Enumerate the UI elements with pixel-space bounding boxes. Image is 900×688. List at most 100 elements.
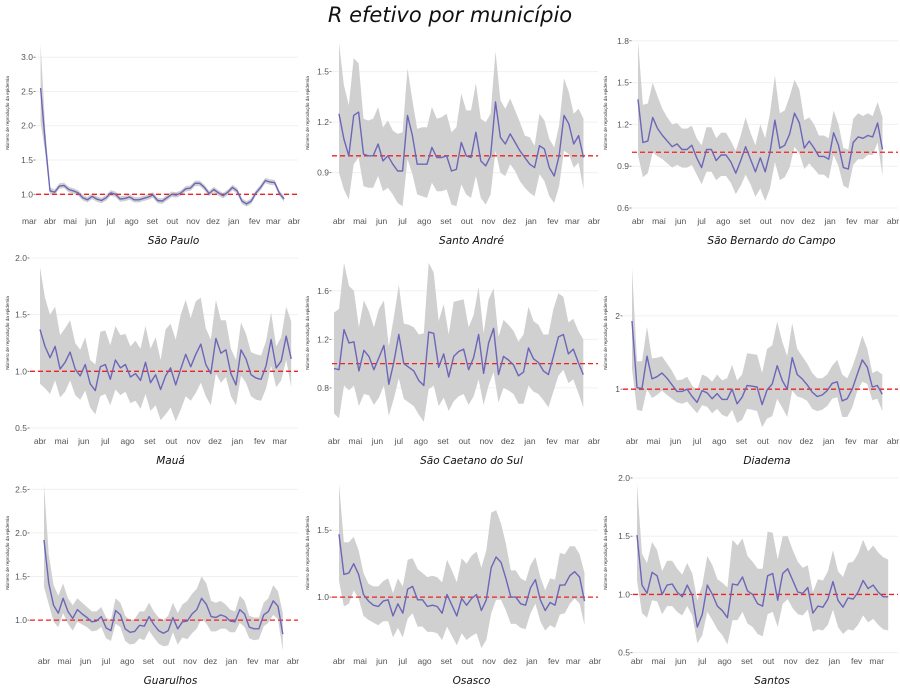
panel-title: Mauá — [156, 455, 185, 467]
y-tick-label: 1.2 — [617, 119, 629, 129]
r-series-line — [39, 87, 285, 205]
x-tick-label: out — [760, 216, 772, 226]
x-tick-label: jan — [231, 436, 244, 446]
y-tick-label: 2 — [615, 311, 620, 321]
x-tick-label: abr — [34, 436, 46, 446]
x-tick-label: dez — [206, 216, 220, 226]
x-tick-label: out — [757, 436, 769, 446]
panel-mauá: 0.5 1.0 1.5 2.0 Número de reprodução da epid… — [5, 253, 298, 467]
x-tick-label: mar — [566, 656, 581, 666]
confidence-band — [40, 43, 284, 207]
y-tick-label: 1.5 — [617, 78, 629, 88]
x-tick-label: dez — [501, 436, 515, 446]
y-tick-label: 1.0 — [618, 589, 630, 599]
y-tick-label: 1.0 — [21, 189, 33, 199]
r-series-line — [636, 535, 889, 628]
x-tick-label: ago — [417, 216, 431, 226]
confidence-band — [339, 483, 585, 648]
x-tick-label: jul — [692, 436, 702, 446]
x-tick-label: jun — [375, 216, 388, 226]
x-tick-label: fev — [547, 216, 559, 226]
x-tick-label: jan — [524, 216, 537, 226]
y-tick-label: 2.5 — [21, 86, 33, 96]
x-tick-label: mar — [266, 216, 281, 226]
panel-title: Santo André — [439, 235, 504, 247]
y-tick-label: 0.5 — [15, 423, 27, 433]
x-tick-label: mar — [864, 436, 879, 446]
confidence-band — [44, 485, 283, 651]
x-tick-label: nov — [778, 436, 792, 446]
y-tick-label: 2.0 — [15, 528, 27, 538]
x-tick-label: abr — [632, 216, 644, 226]
panel-são-bernardo-do-campo: 0.6 0.9 1.2 1.5 1.8 Número de reprodução da e… — [603, 36, 899, 247]
confidence-band — [632, 268, 883, 428]
y-tick-label: 1.0 — [317, 592, 329, 602]
x-tick-label: jan — [525, 656, 538, 666]
panel-são-paulo: 1.0 1.5 2.0 2.5 3.0 Número de reprodução da e… — [5, 43, 300, 247]
x-tick-label: jun — [375, 656, 388, 666]
x-tick-label: mar — [22, 216, 37, 226]
x-tick-label: fev — [845, 436, 857, 446]
x-tick-label: set — [739, 216, 751, 226]
x-tick-label: set — [144, 436, 156, 446]
x-tick-label: jul — [100, 436, 110, 446]
x-tick-label: mai — [349, 436, 363, 446]
x-tick-label: jun — [669, 436, 682, 446]
x-tick-label: mai — [353, 656, 367, 666]
x-tick-label: dez — [208, 436, 222, 446]
x-tick-label: mai — [652, 216, 666, 226]
confidence-band — [637, 483, 889, 645]
y-tick-label: 1.5 — [317, 525, 329, 535]
x-tick-label: dez — [204, 656, 218, 666]
x-tick-label: out — [163, 656, 175, 666]
x-tick-label: mai — [58, 656, 72, 666]
x-tick-label: ago — [124, 216, 138, 226]
r-series-line — [631, 320, 883, 406]
x-tick-label: mar — [869, 656, 884, 666]
x-tick-label: jul — [696, 216, 706, 226]
x-tick-label: jun — [79, 656, 92, 666]
x-tick-label: fev — [249, 216, 261, 226]
x-tick-label: ago — [716, 216, 730, 226]
x-tick-label: jun — [77, 436, 90, 446]
x-tick-label: fev — [254, 436, 266, 446]
r-series-line — [338, 534, 586, 617]
x-tick-label: mai — [652, 656, 666, 666]
y-tick-label: 1.5 — [15, 310, 27, 320]
x-tick-label: abr — [38, 656, 50, 666]
y-axis-label: Número de reprodução da epidemia — [305, 76, 310, 150]
x-tick-label: nov — [784, 656, 798, 666]
y-tick-label: 1.8 — [617, 36, 629, 46]
panel-osasco: 1.0 1.5 Número de reprodução da epidemia ab… — [305, 483, 601, 687]
x-tick-label: abr — [631, 656, 643, 666]
y-axis-label: Número de reprodução da epidemia — [603, 76, 608, 150]
panel-guarulhos: 1.0 1.5 2.0 2.5 Número de reprodução da epid… — [5, 484, 299, 687]
x-tick-label: dez — [802, 216, 816, 226]
x-tick-label: ago — [120, 436, 134, 446]
x-tick-label: out — [165, 436, 177, 446]
y-tick-label: 1.2 — [317, 117, 329, 127]
x-tick-label: fev — [851, 656, 863, 666]
x-tick-label: mar — [565, 216, 580, 226]
y-tick-label: 1.5 — [618, 531, 630, 541]
panel-title: São Bernardo do Campo — [707, 235, 835, 247]
panel-santo-andré: 0.9 1.2 1.5 Número de reprodução da epidemi… — [305, 43, 600, 247]
x-tick-label: ago — [417, 656, 431, 666]
confidence-band — [40, 267, 292, 422]
x-tick-label: dez — [503, 216, 517, 226]
x-tick-label: ago — [717, 656, 731, 666]
r-series-line — [43, 539, 284, 635]
x-tick-label: nov — [480, 436, 494, 446]
x-tick-label: abr — [333, 216, 345, 226]
x-tick-label: ago — [120, 656, 134, 666]
x-tick-label: abr — [44, 216, 56, 226]
x-tick-label: jun — [84, 216, 97, 226]
panel-title: Osasco — [453, 675, 491, 687]
y-tick-label: 1 — [615, 384, 620, 394]
x-tick-label: jul — [397, 216, 407, 226]
y-tick-label: 2.0 — [618, 473, 630, 483]
x-tick-label: dez — [805, 656, 819, 666]
x-tick-label: abr — [333, 656, 345, 666]
panel-title: São Paulo — [148, 235, 200, 247]
